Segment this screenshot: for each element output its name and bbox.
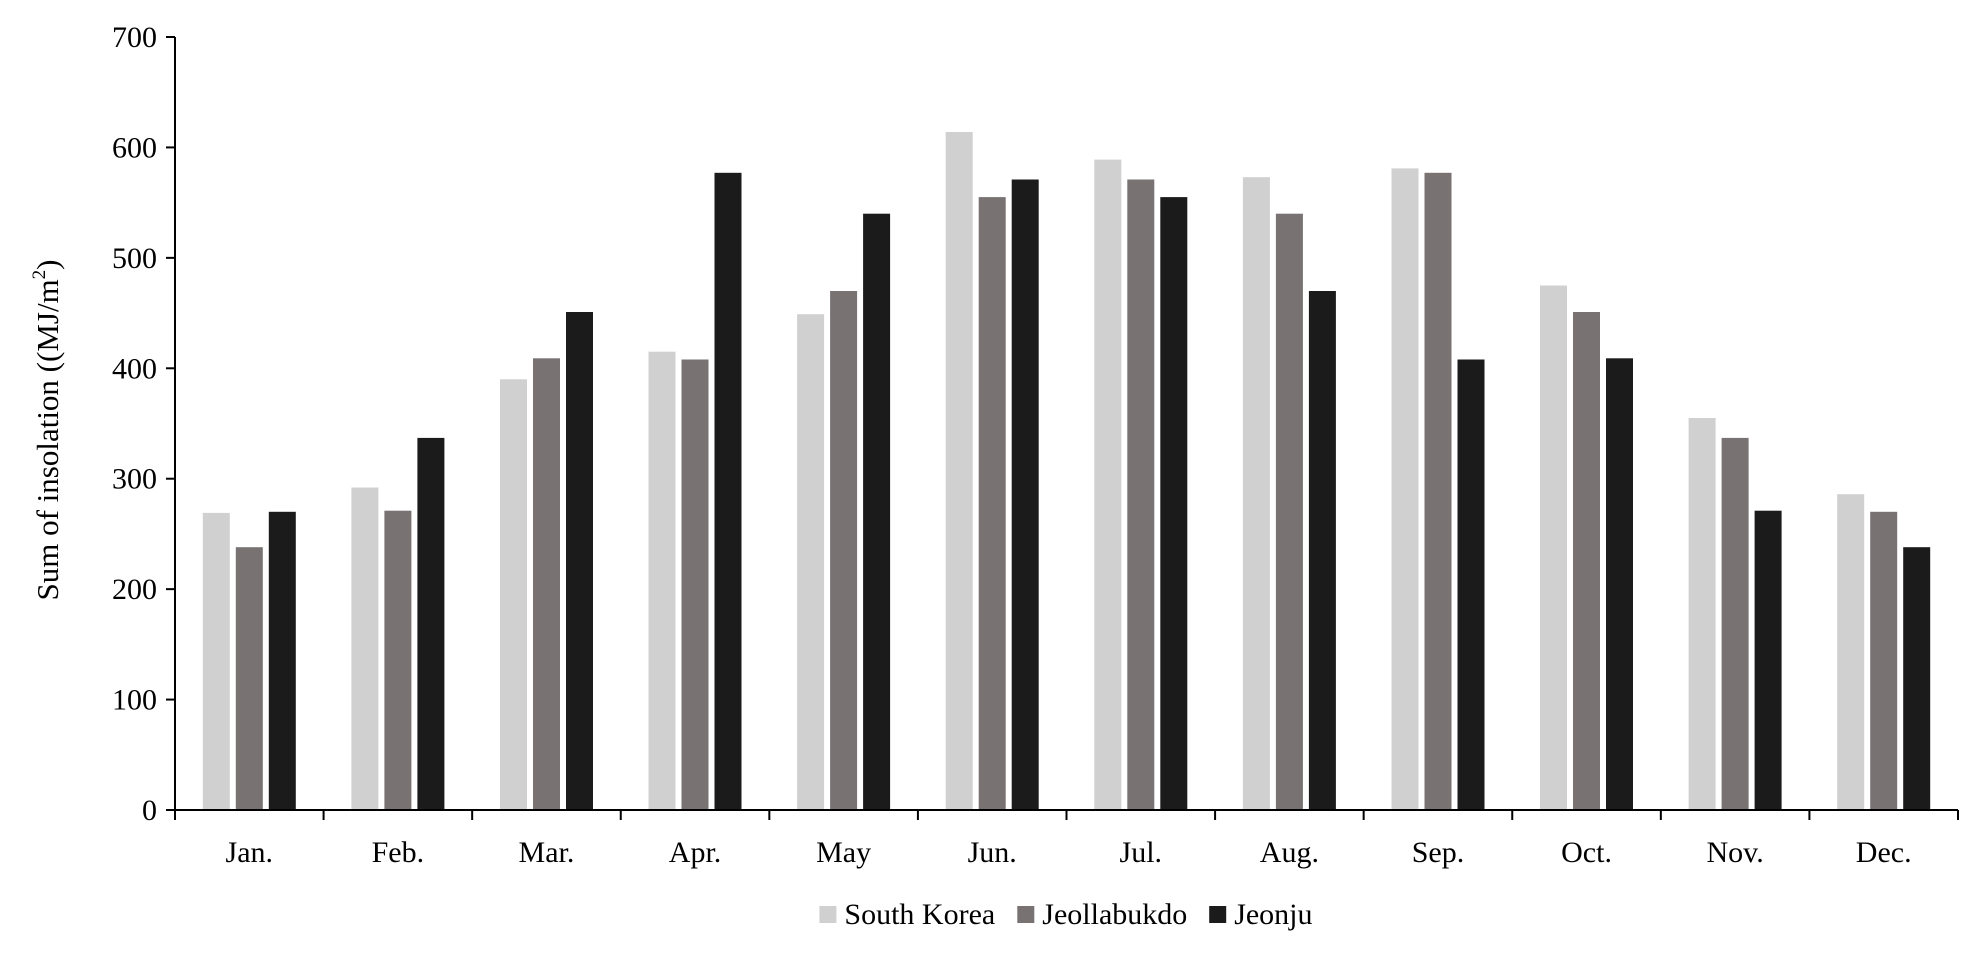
x-tick-label: Jul.: [1120, 836, 1163, 869]
y-tick-label: 500: [112, 242, 157, 275]
y-tick-label: 300: [112, 463, 157, 496]
x-axis: Jan. Feb. Mar. Apr. May Jun. Jul. Aug. Sep. Oct. N…: [174, 809, 1959, 869]
y-axis-title-superscript: 2: [29, 270, 50, 280]
bar-jeollabukdo-dec: [1870, 511, 1898, 810]
bar-jeollabukdo-apr: [681, 359, 709, 810]
bar-south-korea-nov: [1688, 418, 1716, 810]
plot-area: 0 100 200 300 400 500 600 700 Jan. Feb. Mar. Apr. M…: [112, 21, 1959, 869]
bar-south-korea-apr: [648, 351, 676, 810]
bar-jeonju-nov: [1754, 510, 1782, 810]
legend-swatch: [819, 906, 837, 923]
bar-jeonju-sep: [1457, 359, 1485, 810]
bar-jeonju-apr: [714, 172, 742, 811]
bar-jeollabukdo-jul: [1127, 179, 1155, 810]
y-axis-title-main: Sum of insolation ((MJ/m: [30, 279, 65, 600]
bar-south-korea-jun: [945, 132, 973, 810]
x-tick-label: Feb.: [372, 836, 425, 869]
y-tick-label: 400: [112, 352, 157, 385]
x-tick-label: Mar.: [519, 836, 575, 869]
bar-jeollabukdo-aug: [1275, 213, 1303, 810]
x-tick-label: Dec.: [1856, 836, 1912, 869]
bar-south-korea-aug: [1242, 177, 1270, 810]
legend-label: South Korea: [844, 898, 995, 931]
x-tick-label: May: [816, 836, 871, 869]
bar-south-korea-dec: [1837, 494, 1865, 810]
legend-item-jeollabukdo: Jeollabukdo: [1017, 898, 1187, 931]
y-tick-label: 600: [112, 131, 157, 164]
bar-jeollabukdo-jun: [978, 197, 1006, 811]
y-tick-label: 700: [112, 21, 157, 54]
y-tick-label: 100: [112, 684, 157, 717]
legend-item-jeonju: Jeonju: [1209, 898, 1313, 931]
x-tick-label: Jan.: [226, 836, 274, 869]
legend-item-south-korea: South Korea: [819, 898, 995, 931]
bar-jeollabukdo-nov: [1721, 437, 1749, 810]
bar-jeonju-oct: [1606, 358, 1633, 810]
bar-jeollabukdo-feb: [384, 510, 412, 810]
legend-label: Jeonju: [1234, 898, 1312, 931]
bar-jeollabukdo-may: [830, 291, 858, 810]
bar-jeonju-jul: [1160, 197, 1188, 811]
bar-south-korea-jan: [202, 512, 230, 810]
legend-swatch: [1209, 906, 1227, 923]
bar-jeonju-mar: [566, 312, 593, 810]
x-tick-label: Oct.: [1561, 836, 1612, 869]
legend: South Korea Jeollabukdo Jeonju: [819, 898, 1313, 931]
bar-south-korea-oct: [1540, 285, 1567, 810]
bar-jeonju-may: [863, 213, 891, 810]
bars: [202, 132, 1931, 811]
bar-south-korea-may: [797, 314, 825, 810]
bar-jeonju-feb: [417, 437, 445, 810]
bar-jeollabukdo-oct: [1573, 312, 1600, 810]
bar-jeollabukdo-sep: [1424, 172, 1452, 811]
y-tick-label: 200: [112, 573, 157, 606]
bar-jeonju-jun: [1011, 179, 1039, 810]
bar-south-korea-sep: [1391, 168, 1419, 810]
bar-jeonju-jan: [268, 511, 296, 810]
x-tick-label: Sep.: [1412, 836, 1465, 869]
bar-south-korea-mar: [500, 379, 527, 810]
y-axis-title: Sum of insolation ((MJ/m2): [29, 259, 65, 600]
legend-label: Jeollabukdo: [1042, 898, 1187, 931]
bar-jeonju-aug: [1308, 291, 1336, 810]
y-tick-label: 0: [142, 794, 157, 827]
x-tick-label: Jun.: [968, 836, 1017, 869]
y-axis-title-end: ): [30, 259, 65, 269]
x-tick-label: Aug.: [1260, 836, 1319, 869]
bar-jeonju-dec: [1903, 547, 1931, 810]
bar-jeollabukdo-mar: [533, 358, 560, 810]
legend-swatch: [1017, 906, 1035, 923]
bar-south-korea-jul: [1094, 159, 1122, 811]
bar-south-korea-feb: [351, 487, 379, 810]
bar-jeollabukdo-jan: [235, 547, 263, 810]
x-tick-label: Nov.: [1707, 836, 1764, 869]
y-axis: 0 100 200 300 400 500 600 700: [112, 21, 176, 827]
x-tick-label: Apr.: [669, 836, 722, 869]
